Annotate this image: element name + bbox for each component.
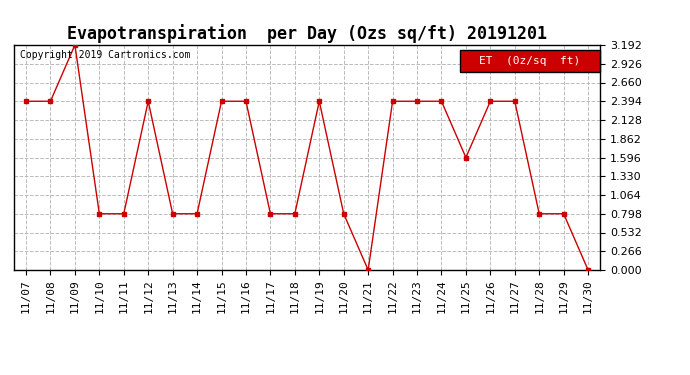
Text: Copyright 2019 Cartronics.com: Copyright 2019 Cartronics.com — [19, 50, 190, 60]
FancyBboxPatch shape — [460, 50, 600, 72]
Title: Evapotranspiration  per Day (Ozs sq/ft) 20191201: Evapotranspiration per Day (Ozs sq/ft) 2… — [67, 24, 547, 44]
Text: ET  (0z/sq  ft): ET (0z/sq ft) — [480, 56, 580, 66]
